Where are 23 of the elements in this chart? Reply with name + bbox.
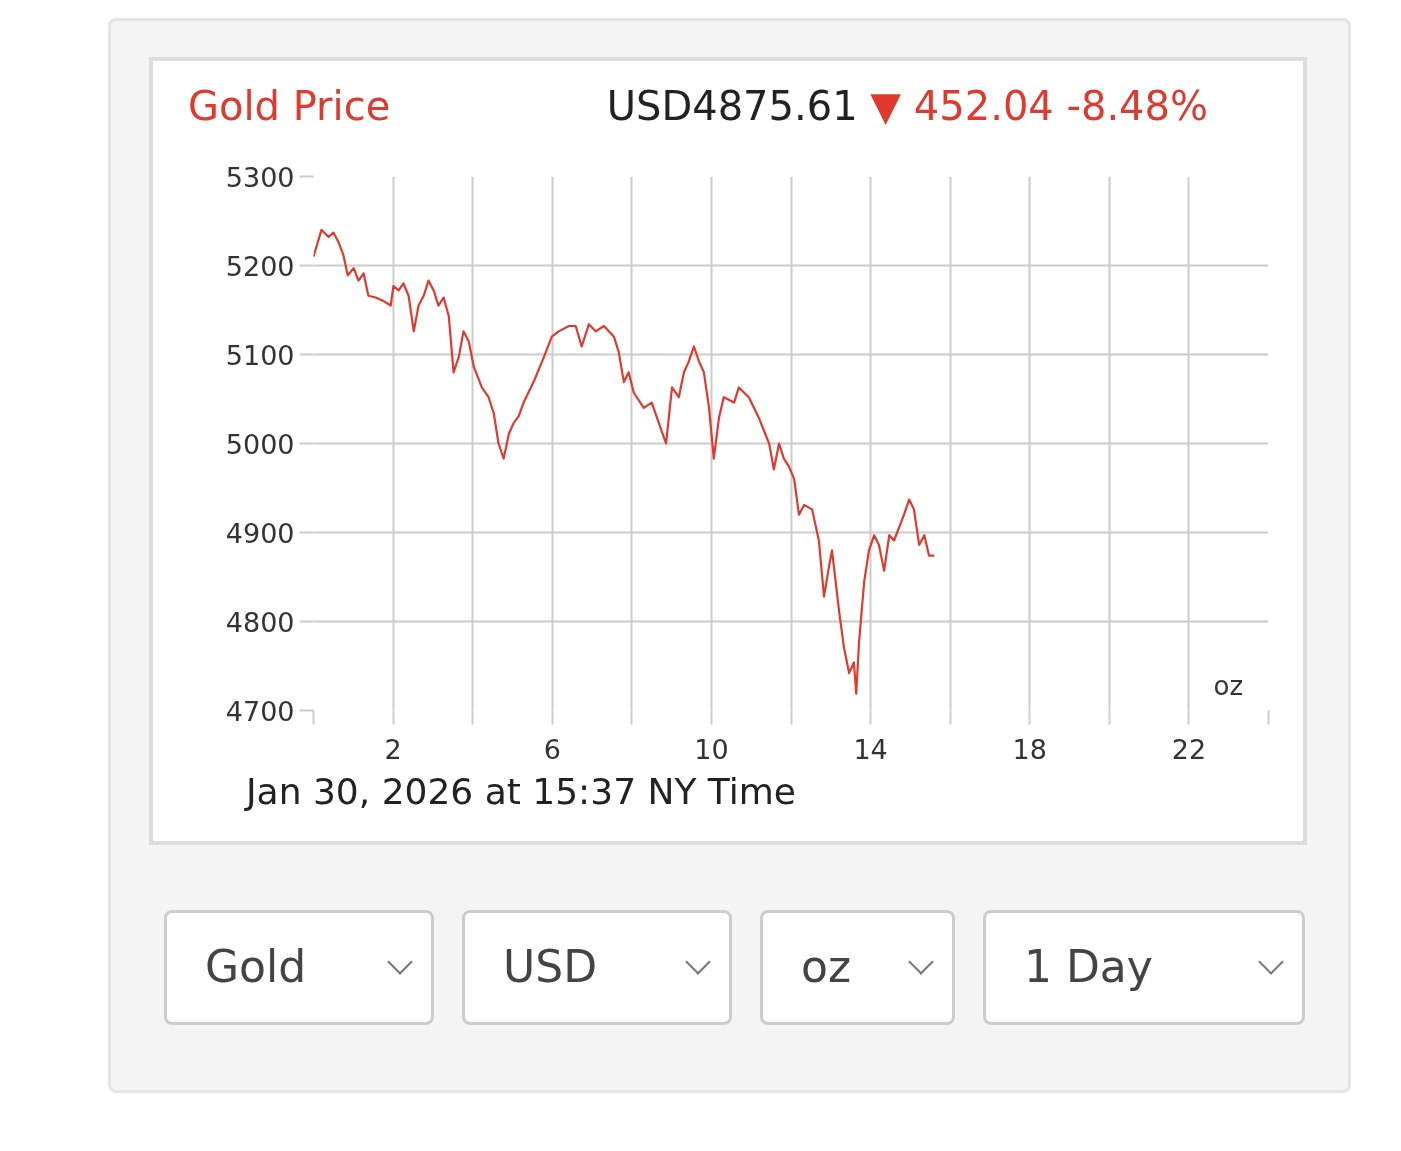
- x-tick-label: 2: [384, 733, 402, 765]
- x-tick-label: 18: [1012, 733, 1047, 765]
- y-tick-label: 5000: [225, 428, 295, 460]
- y-tick-label: 4700: [225, 695, 295, 727]
- y-tick-label: 5200: [225, 250, 295, 282]
- line-series: [313, 228, 936, 695]
- text: ▼ 452.04 -8.48%: [870, 83, 1208, 129]
- x-tick-label: 22: [1171, 733, 1207, 765]
- x-tick-label: 14: [853, 733, 888, 765]
- text: Gold: [205, 940, 307, 995]
- text: USD: [503, 940, 598, 995]
- y-tick-label: 4800: [225, 606, 295, 638]
- y-tick-label: 5100: [225, 339, 295, 371]
- x-tick-label: 6: [543, 733, 561, 765]
- x-tick-label: 10: [694, 733, 729, 765]
- text: oz: [801, 940, 852, 995]
- y-tick-label: 5300: [225, 161, 295, 193]
- y-tick-label: 4900: [225, 517, 295, 549]
- text: Jan 30, 2026 at 15:37 NY Time: [243, 770, 796, 814]
- text: 1 Day: [1024, 940, 1153, 995]
- annotation: oz: [1213, 670, 1244, 701]
- text: USD4875.61: [606, 83, 858, 129]
- chart-title: Gold Price: [188, 82, 391, 131]
